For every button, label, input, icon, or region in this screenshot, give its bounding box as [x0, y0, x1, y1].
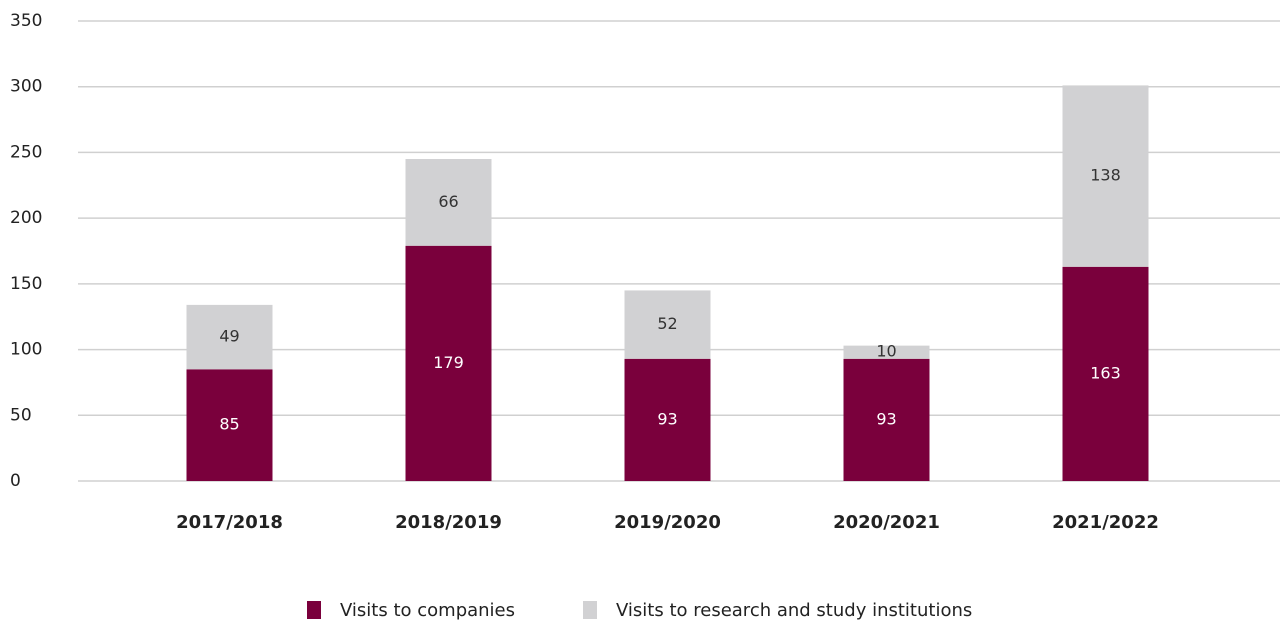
y-tick-label: 0 — [10, 471, 21, 491]
bar-segment — [405, 159, 492, 246]
y-tick-label: 150 — [10, 274, 42, 294]
data-label: 52 — [657, 314, 677, 333]
bar-segment — [624, 290, 711, 359]
y-tick-label: 250 — [10, 142, 42, 162]
x-tick-label: 2019/2020 — [614, 512, 721, 533]
legend-swatch — [583, 601, 597, 619]
bar-segment — [405, 245, 492, 481]
y-tick-label: 200 — [10, 208, 42, 228]
data-label: 93 — [876, 409, 896, 428]
bar-segment — [186, 369, 273, 481]
data-label: 163 — [1090, 363, 1121, 382]
bar-segment — [843, 358, 930, 481]
data-label: 10 — [876, 342, 896, 361]
bar-segment — [624, 358, 711, 481]
data-label: 66 — [438, 192, 458, 211]
y-tick-label: 350 — [10, 11, 42, 31]
legend-label: Visits to research and study institution… — [616, 600, 972, 621]
data-label: 85 — [219, 415, 239, 434]
data-label: 93 — [657, 409, 677, 428]
legend-swatch — [307, 601, 321, 619]
data-label: 49 — [219, 327, 239, 346]
legend-label: Visits to companies — [340, 600, 515, 621]
bar-segment — [1062, 85, 1149, 267]
y-tick-label: 100 — [10, 340, 42, 360]
bar-segment — [186, 304, 273, 370]
x-tick-label: 2017/2018 — [176, 512, 283, 533]
x-tick-label: 2021/2022 — [1052, 512, 1159, 533]
x-tick-label: 2018/2019 — [395, 512, 502, 533]
data-label: 179 — [433, 353, 464, 372]
x-tick-label: 2020/2021 — [833, 512, 940, 533]
bar-segment — [843, 345, 930, 359]
y-tick-label: 300 — [10, 77, 42, 97]
bar-segment — [1062, 266, 1149, 481]
data-label: 138 — [1090, 166, 1121, 185]
y-tick-label: 50 — [10, 405, 32, 425]
